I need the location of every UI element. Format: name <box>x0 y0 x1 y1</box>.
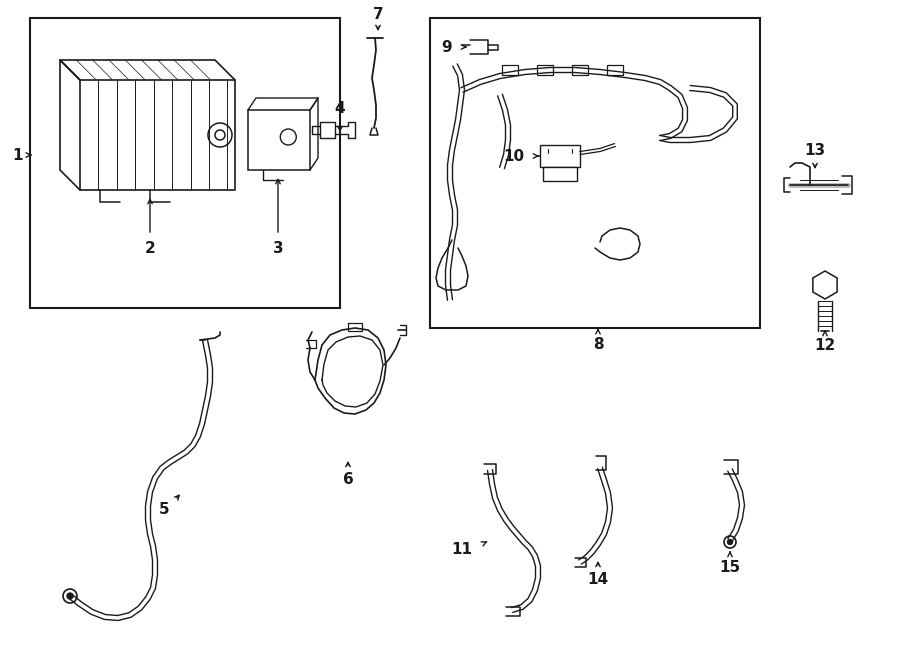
Polygon shape <box>813 271 837 299</box>
Text: 13: 13 <box>805 142 825 158</box>
Text: 15: 15 <box>719 559 741 575</box>
Bar <box>348 323 362 331</box>
Circle shape <box>727 540 733 545</box>
Bar <box>572 65 588 75</box>
Text: 3: 3 <box>273 240 284 256</box>
Text: 8: 8 <box>593 336 603 352</box>
Bar <box>537 65 553 75</box>
Circle shape <box>208 123 232 147</box>
Circle shape <box>67 593 73 599</box>
Text: 10: 10 <box>503 148 524 164</box>
Text: 2: 2 <box>145 240 156 256</box>
Circle shape <box>724 536 736 548</box>
Text: 6: 6 <box>343 473 354 487</box>
Text: 9: 9 <box>441 40 452 54</box>
Text: 14: 14 <box>588 573 608 587</box>
Text: 12: 12 <box>814 338 835 352</box>
Bar <box>430 18 760 328</box>
Bar <box>30 18 340 308</box>
Bar <box>502 65 518 75</box>
Text: 7: 7 <box>373 7 383 21</box>
Bar <box>248 110 310 170</box>
Text: 1: 1 <box>13 148 23 162</box>
Circle shape <box>63 589 77 603</box>
Bar <box>543 167 577 181</box>
Text: 4: 4 <box>335 101 346 115</box>
Bar <box>540 145 580 167</box>
Bar <box>607 65 623 75</box>
Text: 11: 11 <box>451 542 472 557</box>
Circle shape <box>215 130 225 140</box>
Circle shape <box>280 129 296 145</box>
Text: 5: 5 <box>158 502 169 518</box>
